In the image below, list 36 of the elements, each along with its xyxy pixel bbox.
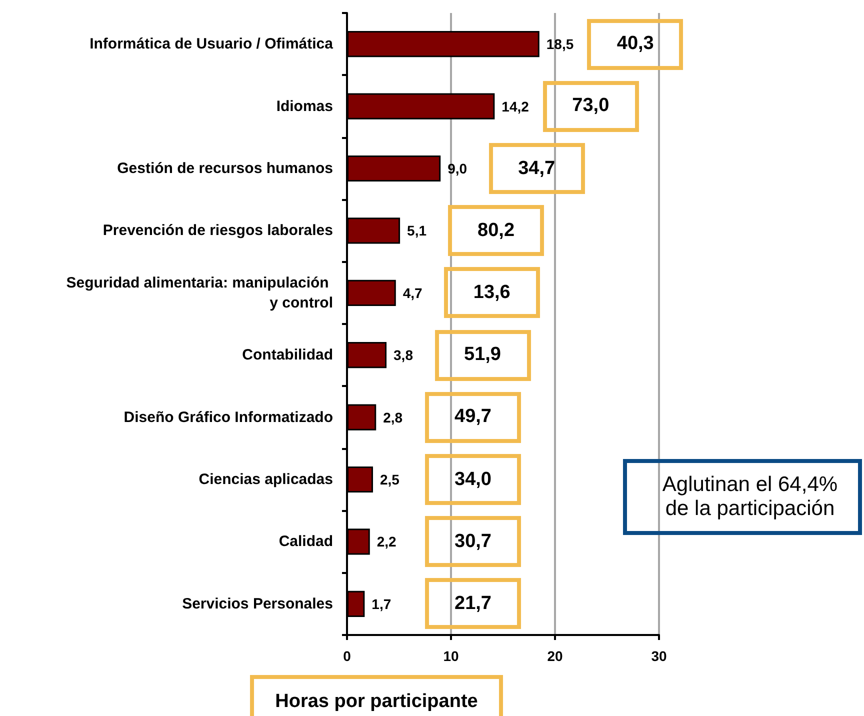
annotation: 49,7 (454, 406, 492, 428)
x-tick-label: 20 (547, 648, 563, 664)
x-tick-label: 0 (343, 648, 352, 664)
data-label: 18,5 (546, 36, 574, 52)
data-label: 1,7 (372, 596, 392, 612)
data-label: 14,2 (502, 98, 530, 114)
annotation: 21,7 (454, 592, 492, 615)
y-tick-label: Gestión de recursos humanos (117, 160, 333, 177)
y-tick-label: Diseño Gráfico Informatizado (124, 408, 333, 426)
text: Horas por participante (275, 691, 478, 713)
data-label: 2,5 (380, 472, 400, 488)
annotation: 30,7 (454, 530, 492, 553)
annotation: 73,0 (572, 95, 610, 118)
data-label: 5,1 (407, 222, 427, 239)
data-label: 3,8 (394, 347, 414, 364)
x-tick-label: 30 (651, 648, 667, 664)
annotation: 51,9 (464, 344, 501, 366)
y-tick-label: Idiomas (276, 98, 333, 115)
annotation: 40,3 (616, 33, 654, 56)
data-label: 2,2 (376, 534, 397, 550)
y-tick-label: Contabilidad (242, 346, 333, 364)
annotation: 13,6 (473, 282, 510, 304)
y-tick-label: Ciencias aplicadas (198, 471, 333, 488)
data-label: 9,0 (448, 160, 468, 176)
data-label: 4,7 (402, 284, 423, 301)
annotation: 34,0 (454, 468, 492, 490)
x-tick-label: 10 (443, 648, 459, 664)
y-tick-label: Prevención de riesgos laborales (102, 222, 333, 240)
y-tick-label: Seguridad alimentaria: manipulación y control (66, 274, 333, 312)
annotation: 34,7 (518, 158, 556, 180)
y-tick-label: Informática de Usuario / Ofimática (90, 36, 334, 53)
annotation: 80,2 (478, 220, 515, 242)
y-tick-label: Servicios Personales (182, 595, 333, 612)
y-tick-label: Calidad (278, 533, 333, 550)
data-label: 2,8 (383, 409, 403, 426)
text: Aglutinan el 64,4% de la participación (661, 473, 839, 521)
